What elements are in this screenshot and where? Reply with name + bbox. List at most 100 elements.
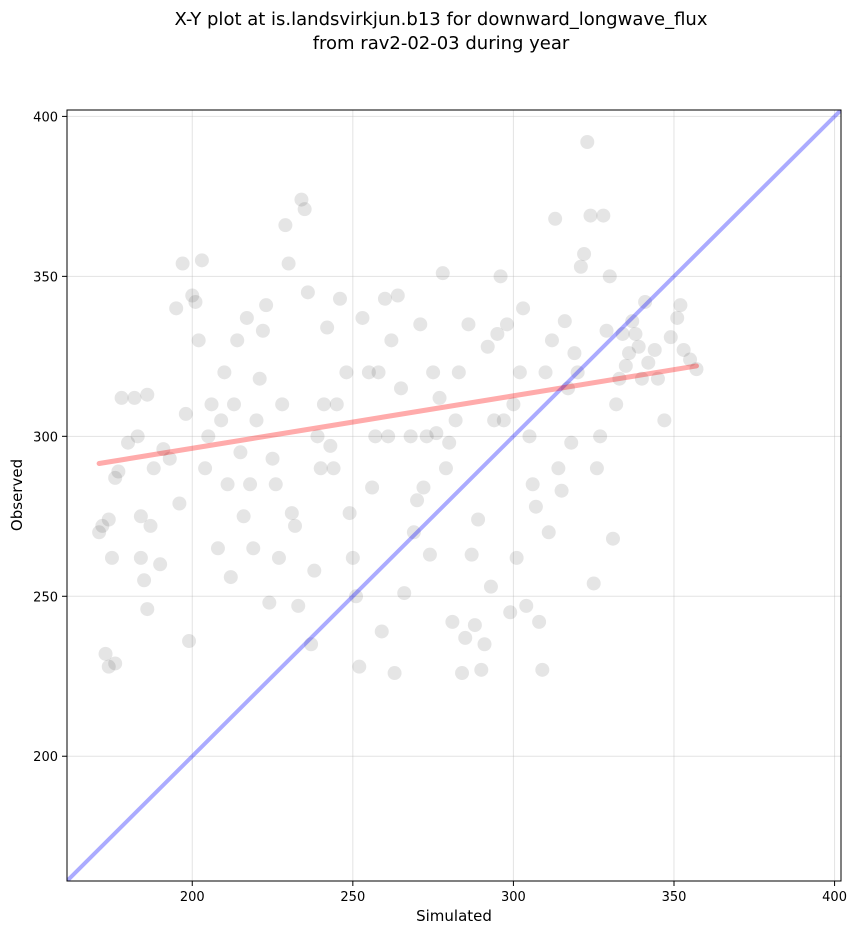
data-point <box>657 413 672 428</box>
data-point <box>271 550 286 565</box>
data-point <box>458 630 473 645</box>
data-point <box>101 659 116 674</box>
data-point <box>394 381 409 396</box>
data-point <box>214 413 229 428</box>
data-point <box>130 429 145 444</box>
data-point <box>374 624 389 639</box>
data-point <box>368 429 383 444</box>
data-point <box>663 330 678 345</box>
data-point <box>108 470 123 485</box>
data-point <box>650 371 665 386</box>
data-point <box>243 477 258 492</box>
data-point <box>429 426 444 441</box>
data-point <box>310 429 325 444</box>
data-point <box>467 618 482 633</box>
data-point <box>612 371 627 386</box>
data-point <box>493 269 508 284</box>
data-point <box>140 387 155 402</box>
data-point <box>143 518 158 533</box>
data-point <box>483 579 498 594</box>
data-point <box>564 435 579 450</box>
data-point <box>262 595 277 610</box>
data-point <box>345 550 360 565</box>
data-point <box>227 397 242 412</box>
data-point <box>133 550 148 565</box>
data-point <box>294 192 309 207</box>
data-point <box>361 365 376 380</box>
data-point <box>557 314 572 329</box>
data-point <box>236 509 251 524</box>
y-axis-ticks: 200 250 300 350 400 <box>33 110 67 765</box>
y-tick-label: 200 <box>33 750 58 765</box>
data-point <box>397 586 412 601</box>
data-point <box>194 253 209 268</box>
data-point <box>580 134 595 149</box>
data-point <box>265 451 280 466</box>
data-point <box>419 429 434 444</box>
x-tick-label: 250 <box>340 890 365 905</box>
data-point <box>410 493 425 508</box>
data-point <box>638 294 653 309</box>
data-point <box>506 397 521 412</box>
data-point <box>432 390 447 405</box>
data-point <box>464 547 479 562</box>
data-point <box>455 666 470 681</box>
identity-line <box>67 110 841 881</box>
data-point <box>567 346 582 361</box>
chart-subtitle: from rav2-02-03 during year <box>313 33 570 54</box>
data-point <box>297 202 312 217</box>
data-point <box>252 371 267 386</box>
data-point <box>673 298 688 313</box>
data-point <box>365 480 380 495</box>
data-point <box>278 218 293 233</box>
data-point <box>355 310 370 325</box>
data-point <box>426 365 441 380</box>
data-point <box>599 323 614 338</box>
data-point <box>146 461 161 476</box>
data-point <box>371 365 386 380</box>
data-point <box>182 634 197 649</box>
data-point <box>618 358 633 373</box>
data-point <box>185 288 200 303</box>
data-point <box>377 291 392 306</box>
x-tick-label: 400 <box>822 890 847 905</box>
data-point <box>634 371 649 386</box>
data-point <box>153 557 168 572</box>
data-point <box>349 589 364 604</box>
data-point <box>532 614 547 629</box>
data-point <box>548 211 563 226</box>
data-point <box>480 339 495 354</box>
data-point <box>217 365 232 380</box>
data-point <box>175 256 190 271</box>
data-point <box>538 365 553 380</box>
data-point <box>323 438 338 453</box>
data-point <box>384 333 399 348</box>
data-point <box>570 365 585 380</box>
data-point <box>332 291 347 306</box>
data-point <box>512 365 527 380</box>
data-point <box>605 531 620 546</box>
y-tick-label: 350 <box>33 270 58 285</box>
data-point <box>108 656 123 671</box>
reference-lines <box>67 110 841 881</box>
data-point <box>683 352 698 367</box>
data-point <box>101 512 116 527</box>
data-point <box>670 310 685 325</box>
data-point <box>435 266 450 281</box>
data-point <box>403 429 418 444</box>
data-point <box>676 342 691 357</box>
data-point <box>583 208 598 223</box>
data-point <box>602 269 617 284</box>
plot-frame <box>66 109 842 882</box>
grid <box>67 110 841 881</box>
data-point <box>416 480 431 495</box>
data-point <box>474 662 489 677</box>
data-point <box>326 461 341 476</box>
data-point <box>442 435 457 450</box>
data-point <box>284 506 299 521</box>
data-point <box>198 461 213 476</box>
data-point <box>406 525 421 540</box>
data-point <box>178 406 193 421</box>
data-point <box>461 317 476 332</box>
